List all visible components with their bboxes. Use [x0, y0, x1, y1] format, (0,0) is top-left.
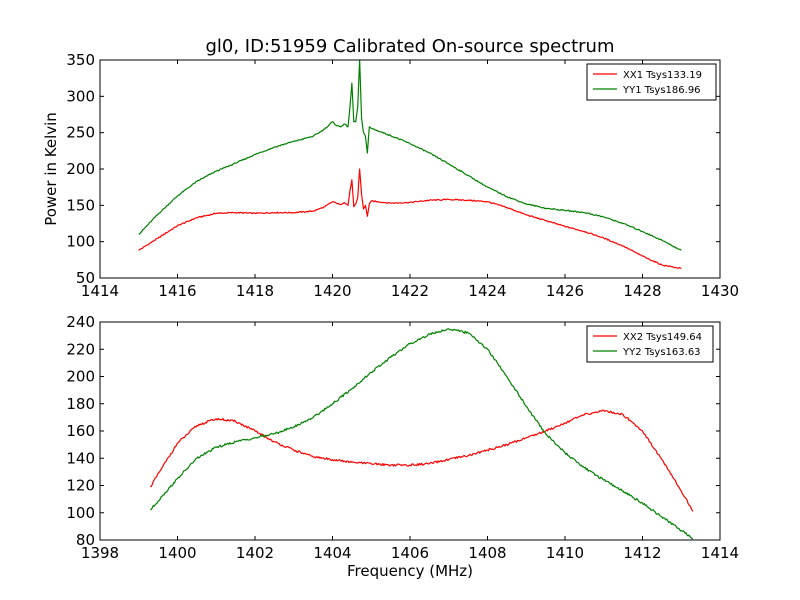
- x-tick-label: 1404: [313, 544, 351, 562]
- y-tick-label: 140: [66, 449, 95, 467]
- series-line-xx2: [150, 409, 694, 512]
- y-tick-label: 250: [66, 124, 95, 142]
- y-tick-label: 300: [66, 87, 95, 105]
- bottom-panel: 1398 1400 1402 1404 1406 1408 1410 1412 1414 80 10…: [66, 313, 739, 562]
- y-tick-label: 160: [66, 422, 95, 440]
- series-line-yy1: [138, 60, 682, 251]
- y-tick-label: 200: [66, 160, 95, 178]
- y-tick-label: 180: [66, 395, 95, 413]
- y-tick-label: 220: [66, 340, 95, 358]
- legend: XX1 Tsys133.19 YY1 Tsys186.96: [586, 63, 717, 101]
- x-tick-label: 1420: [313, 282, 351, 300]
- legend-label: XX1 Tsys133.19: [623, 70, 702, 81]
- x-tick-label: 1418: [236, 282, 274, 300]
- top-panel: 1414 1416 1418 1420 1422 1424 1426 1428 1430 50 10…: [66, 51, 739, 300]
- y-tick-label: 100: [66, 233, 95, 251]
- y-tick-label: 240: [66, 313, 95, 331]
- x-tick-label: 1408: [468, 544, 506, 562]
- x-tick-label: 1402: [236, 544, 274, 562]
- legend-box: [586, 325, 714, 363]
- x-tick-label: 1422: [391, 282, 429, 300]
- legend-label: YY1 Tsys186.96: [622, 85, 701, 96]
- y-tick-label: 350: [66, 51, 95, 69]
- x-tick-label: 1424: [468, 282, 506, 300]
- x-tick-label: 1398: [81, 544, 119, 562]
- x-tick-label: 1414: [701, 544, 739, 562]
- y-tick-label: 80: [76, 531, 95, 549]
- series-line-xx1: [138, 168, 682, 270]
- chart-title: gl0, ID:51959 Calibrated On-source spect…: [205, 36, 614, 57]
- x-tick-label: 1412: [623, 544, 661, 562]
- y-tick-label: 120: [66, 477, 95, 495]
- x-tick-label: 1416: [158, 282, 196, 300]
- series-line-yy2: [150, 328, 693, 540]
- x-axis-label: Frequency (MHz): [347, 562, 473, 580]
- x-tick-label: 1430: [701, 282, 739, 300]
- legend-box: [586, 63, 717, 101]
- y-tick-label: 200: [66, 368, 95, 386]
- y-tick-label: 100: [66, 504, 95, 522]
- legend-label: XX2 Tsys149.64: [623, 332, 702, 343]
- x-tick-label: 1406: [391, 544, 429, 562]
- y-tick-label: 150: [66, 196, 95, 214]
- x-tick-label: 1414: [81, 282, 119, 300]
- legend-label: YY2 Tsys163.63: [622, 347, 701, 358]
- y-tick-label: 50: [76, 269, 95, 287]
- x-tick-label: 1410: [546, 544, 584, 562]
- x-tick-label: 1428: [623, 282, 661, 300]
- x-tick-label: 1426: [546, 282, 584, 300]
- y-axis-label: Power in Kelvin: [42, 112, 60, 226]
- legend: XX2 Tsys149.64 YY2 Tsys163.63: [586, 325, 714, 363]
- x-tick-label: 1400: [158, 544, 196, 562]
